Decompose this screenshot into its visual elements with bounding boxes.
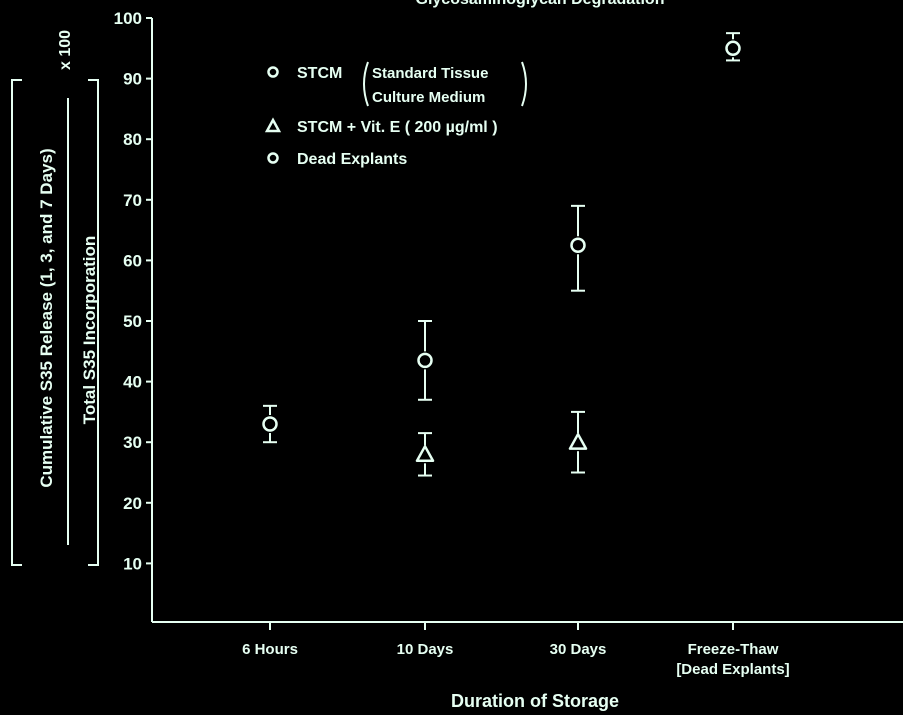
x-axis-label: Duration of Storage — [451, 691, 619, 711]
legend-entry: STCM Standard Tissue Culture Medium — [267, 61, 527, 107]
y-label-multiplier: x 100 — [57, 30, 74, 70]
x-tick-label: 10 Days — [397, 641, 454, 658]
y-label-bracket-right — [88, 79, 99, 566]
legend-circle-icon — [267, 66, 279, 78]
y-label-bracket-left — [11, 79, 22, 566]
y-tick-label: 80 — [123, 130, 142, 149]
x-tick-label: Freeze-Thaw — [688, 641, 779, 658]
data-point-group — [262, 404, 278, 444]
axes — [151, 18, 903, 623]
y-label-denominator: Total S35 Incorporation — [80, 236, 99, 425]
x-tick-label: 6 Hours — [242, 641, 298, 658]
data-point-group — [725, 32, 741, 62]
x-tick-label: 30 Days — [550, 641, 607, 658]
data-point-triangle — [568, 432, 588, 450]
data-point-group — [570, 204, 586, 292]
y-axis-label: Cumulative S35 Release (1, 3, and 7 Days… — [11, 30, 99, 566]
y-tick-label: 20 — [123, 494, 142, 513]
y-tick-label: 50 — [123, 312, 142, 331]
marker-mask — [417, 445, 433, 464]
data-point-circle — [725, 40, 741, 57]
y-tick-label: 30 — [123, 433, 142, 452]
data-point-circle — [417, 352, 433, 369]
y-tick-label: 60 — [123, 251, 142, 270]
data-marks — [262, 32, 741, 477]
data-point-group — [415, 432, 435, 477]
data-point-group — [417, 320, 433, 401]
legend-paren-left — [363, 61, 369, 107]
legend: STCM Standard Tissue Culture Medium STCM + … — [264, 61, 527, 168]
y-ticks: 10 20 30 40 50 60 70 80 90 100 — [114, 9, 152, 573]
legend-label: STCM + Vit. E ( 200 µg/ml ) — [297, 119, 498, 136]
legend-note-line1: Standard Tissue — [372, 65, 488, 82]
y-label-numerator: Cumulative S35 Release (1, 3, and 7 Days… — [37, 148, 56, 487]
legend-paren-right — [521, 61, 527, 107]
legend-circle-icon — [267, 152, 279, 164]
chart-title: Glycosaminoglycan Degradation — [416, 0, 665, 8]
legend-entry: STCM + Vit. E ( 200 µg/ml ) — [264, 117, 498, 136]
data-point-circle — [570, 237, 586, 253]
y-tick-label: 100 — [114, 9, 142, 28]
legend-note-line2: Culture Medium — [372, 89, 485, 106]
x-tick-label-line2: [Dead Explants] — [676, 661, 789, 678]
legend-entry: Dead Explants — [267, 151, 407, 168]
data-point-circle — [262, 416, 278, 432]
y-tick-label: 40 — [123, 373, 142, 392]
legend-triangle-icon — [264, 117, 282, 133]
y-tick-label: 90 — [123, 70, 142, 89]
legend-label: STCM — [297, 65, 342, 82]
y-tick-label: 10 — [123, 554, 142, 573]
data-point-triangle — [415, 445, 435, 462]
legend-label: Dead Explants — [297, 151, 407, 168]
x-ticks: 6 Hours 10 Days 30 Days Freeze-Thaw [Dead Ex… — [242, 622, 790, 678]
y-tick-label: 70 — [123, 191, 142, 210]
marker-mask — [570, 433, 586, 452]
data-point-group — [568, 410, 588, 474]
